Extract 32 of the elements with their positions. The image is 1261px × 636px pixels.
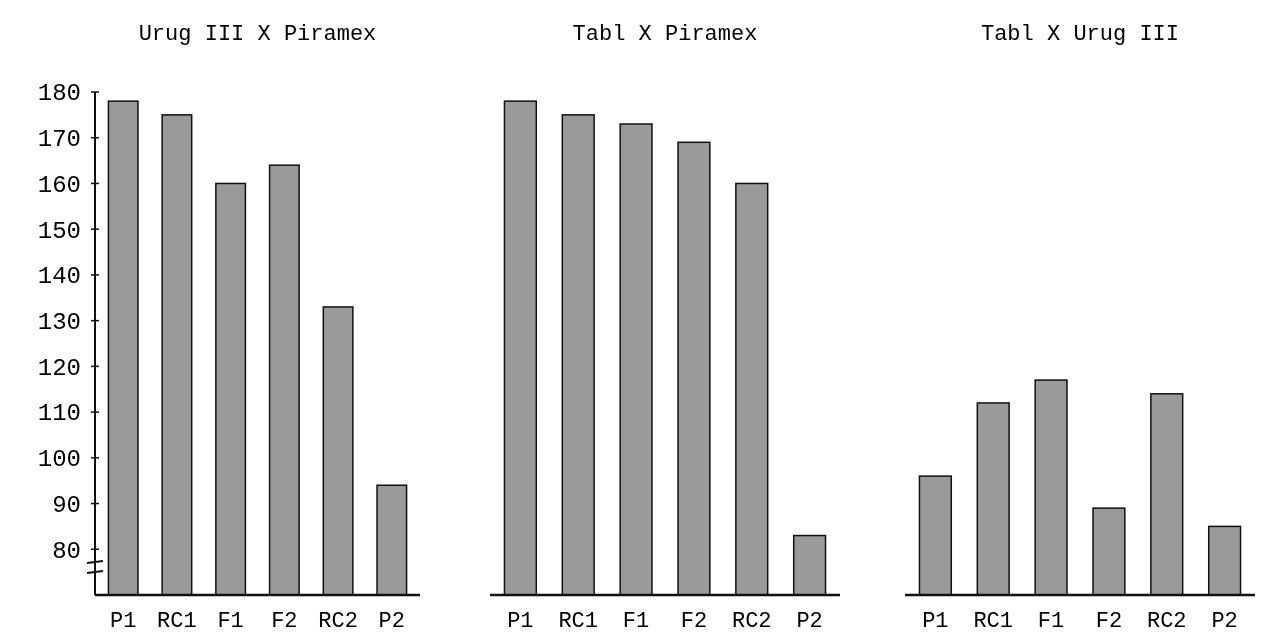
y-tick-label: 140 — [37, 263, 81, 291]
x-tick-label: RC2 — [318, 609, 358, 634]
y-tick-label: 160 — [37, 171, 81, 199]
x-tick-label: F1 — [1037, 609, 1065, 634]
x-tick-label: P2 — [1211, 609, 1238, 634]
chart-title: Tabl X Urug III — [980, 22, 1180, 47]
x-tick-label: P2 — [378, 609, 405, 634]
x-tick-label: F1 — [217, 609, 244, 634]
x-tick-label: P1 — [507, 609, 534, 634]
x-tick-label: F1 — [622, 609, 650, 634]
y-tick-label: 100 — [37, 446, 81, 474]
x-tick-label: P1 — [110, 609, 137, 634]
y-tick-label: 170 — [37, 126, 81, 154]
x-tick-label: RC1 — [157, 609, 197, 634]
x-tick-label: RC2 — [731, 609, 772, 634]
y-tick-label: 80 — [52, 537, 81, 565]
x-tick-label: P2 — [796, 609, 823, 634]
x-tick-label: F2 — [1095, 609, 1123, 634]
y-tick-label: 180 — [37, 80, 81, 108]
chart-title: Urug III X Piramex — [138, 22, 377, 47]
x-tick-label: RC1 — [558, 609, 599, 634]
y-tick-label: 90 — [52, 491, 81, 519]
x-tick-label: RC1 — [973, 609, 1014, 634]
x-tick-label: RC2 — [1146, 609, 1187, 634]
x-tick-label: F2 — [271, 609, 298, 634]
x-tick-label: F2 — [680, 609, 708, 634]
x-tick-label: P1 — [922, 609, 949, 634]
y-tick-label: 150 — [37, 217, 81, 245]
chart-title: Tabl X Piramex — [572, 22, 758, 47]
y-tick-label: 120 — [37, 354, 81, 382]
y-tick-label: 110 — [37, 400, 81, 428]
y-tick-label: 130 — [37, 309, 81, 337]
